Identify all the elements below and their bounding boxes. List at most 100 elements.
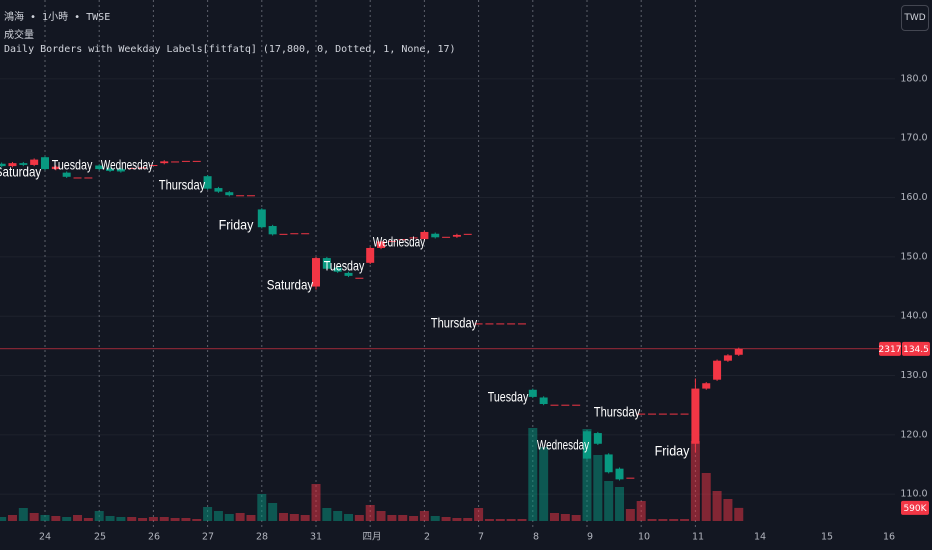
volume-bar [441, 517, 451, 521]
volume-bar [192, 519, 202, 521]
candle-body [713, 360, 722, 380]
volume-bar [40, 515, 50, 521]
volume-bar [419, 511, 429, 521]
candle-body [691, 388, 700, 444]
volume-bar [333, 511, 343, 521]
candle-body [214, 188, 223, 192]
volume-bar [365, 505, 375, 521]
candle-body [723, 355, 732, 361]
volume-bar [517, 519, 527, 521]
weekday-label: Saturday [267, 277, 313, 293]
volume-bar [593, 455, 603, 521]
volume-bar [560, 514, 570, 521]
x-tick-label: 26 [148, 532, 160, 543]
x-tick-label: 24 [39, 532, 51, 543]
candle-body [377, 241, 386, 248]
candle-body [615, 468, 624, 480]
weekday-label: Wednesday [537, 437, 589, 453]
volume-bar [354, 515, 364, 521]
volume-bar [409, 516, 419, 521]
candle-body [604, 454, 613, 473]
candle-body [203, 176, 212, 189]
x-tick-label: 11 [692, 532, 704, 543]
volume-bar [528, 428, 538, 521]
volume-bar [387, 515, 397, 521]
volume-bar [127, 517, 137, 521]
candle-body [583, 431, 591, 459]
x-tick-label: 28 [256, 532, 268, 543]
candle-body [30, 159, 39, 165]
volume-bar [322, 508, 332, 521]
candle-body [62, 172, 71, 177]
candle-body [366, 247, 375, 263]
last-price-box [902, 341, 930, 356]
volume-bar [116, 517, 126, 521]
weekday-label: Tuesday [488, 389, 529, 405]
volume-bar [723, 499, 733, 521]
volume-bar [73, 515, 83, 521]
currency-button[interactable]: TWD [901, 5, 929, 31]
volume-bar [376, 511, 386, 521]
volume-bar [170, 518, 180, 521]
x-tick-label: 16 [883, 532, 895, 543]
last-price-label: 134.5 [903, 345, 929, 355]
candle-body [51, 166, 60, 170]
candle-body [160, 161, 169, 164]
volume-bar [268, 503, 278, 521]
weekday-label: Friday [655, 443, 690, 459]
volume-bar [484, 519, 494, 521]
candle-body [539, 397, 548, 405]
y-tick-label: 130.0 [900, 370, 927, 381]
x-tick-label: 15 [821, 532, 833, 543]
weekday-label: Wednesday [373, 234, 425, 250]
last-volume-label: 590K [903, 504, 927, 514]
volume-bar [257, 494, 267, 521]
volume-bar [51, 516, 61, 521]
x-tick-label: 14 [754, 532, 766, 543]
weekday-label: Tuesday [324, 258, 365, 274]
candle-body [106, 168, 115, 171]
candle-body [702, 383, 711, 389]
candle-body [0, 163, 6, 167]
x-tick-label: 8 [533, 532, 539, 543]
candle-body [268, 226, 277, 235]
volume-bar [701, 473, 711, 521]
candle-body [420, 231, 429, 240]
volume-bar [246, 515, 256, 521]
candle-body [431, 233, 440, 238]
candle-body [41, 157, 49, 170]
candle-body [19, 163, 28, 165]
y-tick-label: 170.0 [900, 133, 927, 144]
candle-body [344, 272, 353, 276]
volume-bar [549, 513, 559, 521]
candle-body [8, 163, 17, 167]
candle-body [734, 348, 743, 355]
volume-bar [636, 501, 646, 521]
volume-bar [181, 518, 191, 521]
volume-bar [311, 484, 321, 521]
candle-body [257, 209, 266, 228]
x-tick-label: 27 [202, 532, 214, 543]
y-tick-label: 180.0 [900, 73, 927, 84]
last-volume-box [901, 500, 929, 515]
volume-bar [430, 516, 440, 521]
volume-bar [658, 519, 668, 521]
volume-bar [235, 513, 245, 521]
y-tick-label: 160.0 [900, 192, 927, 203]
indicator-title[interactable]: Daily Borders with Weekday Labels[fitfat… [4, 44, 456, 55]
volume-bar [213, 511, 223, 521]
y-tick-label: 120.0 [900, 429, 927, 440]
symbol-line[interactable]: 鴻海 • 1小時 • TWSE [4, 12, 111, 23]
price-axis [895, 0, 932, 550]
candle-body [225, 192, 234, 196]
volume-bar [7, 515, 17, 521]
weekday-label: Tuesday [52, 157, 93, 173]
volume-bar [690, 441, 700, 521]
candle-body [528, 389, 537, 397]
volume-bar [148, 517, 158, 521]
volume-title[interactable]: 成交量 [4, 30, 34, 41]
x-tick-label: 25 [94, 532, 106, 543]
volume-bar [539, 447, 549, 521]
candle-body [116, 169, 125, 172]
x-tick-label: 7 [478, 532, 484, 543]
